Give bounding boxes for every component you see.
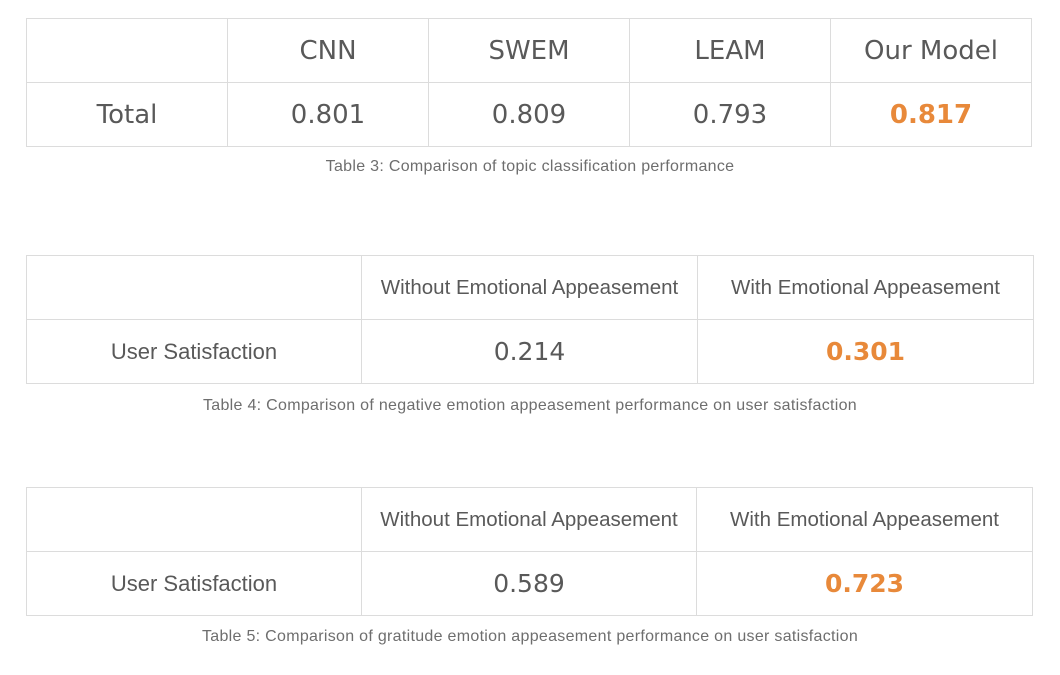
table-row: User Satisfaction 0.214 0.301: [26, 319, 1034, 384]
column-header-leam: LEAM: [629, 18, 831, 83]
table-row: Total 0.801 0.809 0.793 0.817: [26, 82, 1032, 147]
column-header-with-appeasement: With Emotional Appeasement: [696, 487, 1033, 552]
corner-cell: [26, 18, 228, 83]
value-our-model: 0.817: [830, 82, 1032, 147]
table-header-row: Without Emotional Appeasement With Emoti…: [26, 255, 1034, 320]
value-swem: 0.809: [428, 82, 630, 147]
value-leam: 0.793: [629, 82, 831, 147]
column-header-cnn: CNN: [227, 18, 429, 83]
negative-emotion-appeasement-table: Without Emotional Appeasement With Emoti…: [26, 255, 1034, 384]
row-label-user-satisfaction: User Satisfaction: [26, 551, 362, 616]
table4-caption: Table 4: Comparison of negative emotion …: [202, 397, 857, 414]
column-header-without-appeasement: Without Emotional Appeasement: [361, 255, 698, 320]
value-cnn: 0.801: [227, 82, 429, 147]
corner-cell: [26, 255, 362, 320]
topic-classification-table: CNN SWEM LEAM Our Model Total 0.801 0.80…: [26, 18, 1032, 147]
table3-caption: Table 3: Comparison of topic classificat…: [325, 158, 735, 175]
table-header-row: CNN SWEM LEAM Our Model: [26, 18, 1032, 83]
value-with-appeasement: 0.723: [696, 551, 1033, 616]
column-header-swem: SWEM: [428, 18, 630, 83]
column-header-without-appeasement: Without Emotional Appeasement: [361, 487, 697, 552]
table-row: User Satisfaction 0.589 0.723: [26, 551, 1033, 616]
value-with-appeasement: 0.301: [697, 319, 1034, 384]
column-header-with-appeasement: With Emotional Appeasement: [697, 255, 1034, 320]
corner-cell: [26, 487, 362, 552]
row-label-total: Total: [26, 82, 228, 147]
column-header-our-model: Our Model: [830, 18, 1032, 83]
value-without-appeasement: 0.589: [361, 551, 697, 616]
table-header-row: Without Emotional Appeasement With Emoti…: [26, 487, 1033, 552]
row-label-user-satisfaction: User Satisfaction: [26, 319, 362, 384]
value-without-appeasement: 0.214: [361, 319, 698, 384]
gratitude-emotion-appeasement-table: Without Emotional Appeasement With Emoti…: [26, 487, 1033, 616]
table5-caption: Table 5: Comparison of gratitude emotion…: [201, 628, 859, 645]
